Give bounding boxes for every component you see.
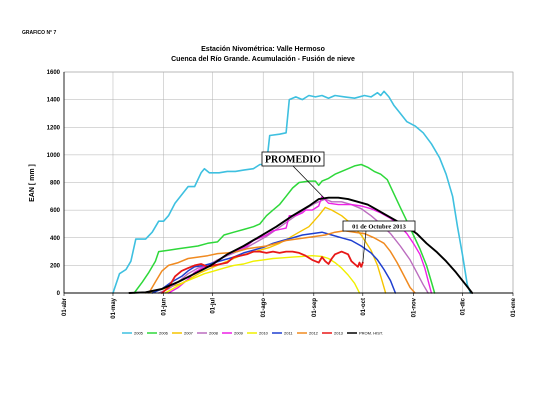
series-line-2010 bbox=[164, 255, 361, 294]
legend-entry: 2013 bbox=[322, 331, 344, 336]
legend-entry: 2008 bbox=[197, 331, 219, 336]
callout-layer: PROMEDIO 01 de Octubre 2013 bbox=[261, 151, 416, 263]
legend-label: 2011 bbox=[284, 331, 293, 336]
series-line-2013 bbox=[161, 250, 364, 294]
legend-label: PROM. HIST. bbox=[359, 331, 383, 336]
y-tick-label: 400 bbox=[50, 236, 61, 242]
legend-label: 2010 bbox=[259, 331, 269, 336]
y-tick-label: 1600 bbox=[47, 70, 61, 76]
legend-label: 2009 bbox=[234, 331, 244, 336]
x-tick-label: 01-oct bbox=[361, 298, 367, 316]
legend-label: 2008 bbox=[209, 331, 219, 336]
x-tick-label: 01-jul bbox=[211, 298, 217, 314]
series-line-2012 bbox=[148, 230, 416, 294]
y-tick-label: 1000 bbox=[47, 153, 61, 159]
legend-label: 2005 bbox=[134, 331, 144, 336]
y-tick-label: 0 bbox=[57, 291, 61, 297]
series-line-prom-hist bbox=[128, 196, 474, 294]
y-tick-label: 1400 bbox=[47, 98, 61, 104]
legend-entry: 2011 bbox=[272, 331, 293, 336]
x-tick-label: 01-sep bbox=[312, 298, 318, 317]
legend-layer: 2005 2006 2007 2008 2009 2010 2011 2012 2013 PROM… bbox=[122, 331, 383, 336]
legend-entry: 2012 bbox=[297, 331, 319, 336]
legend-label: 2007 bbox=[184, 331, 194, 336]
y-axis-title: EAN [ mm ] bbox=[29, 164, 36, 202]
x-tick-label: 01-abr bbox=[62, 297, 68, 316]
legend-label: 2006 bbox=[159, 331, 169, 336]
y-tick-label: 1200 bbox=[47, 125, 61, 131]
x-tick-label: 01-dic bbox=[460, 297, 466, 315]
callout-leader bbox=[292, 165, 326, 200]
x-tick-label: 01-nov bbox=[411, 297, 417, 317]
y-tick-label: 800 bbox=[50, 181, 61, 187]
legend-entry: PROM. HIST. bbox=[347, 331, 383, 336]
callout-leader bbox=[362, 230, 367, 263]
legend-entry: 2006 bbox=[147, 331, 169, 336]
callout-box bbox=[342, 220, 416, 232]
x-tick-label: 01-jun bbox=[162, 298, 168, 316]
series-line-2006 bbox=[133, 163, 436, 294]
callout-label: 01 de Octubre 2013 bbox=[352, 223, 407, 230]
x-tick-label: 01-may bbox=[111, 297, 117, 318]
x-tick-label: 01-ene bbox=[511, 297, 517, 317]
y-tick-label: 200 bbox=[50, 263, 61, 269]
chart-title: Estación Nivométrica: Valle Hermoso bbox=[201, 46, 325, 53]
callout-promedio: PROMEDIO bbox=[261, 151, 326, 200]
axes-layer: 0 200 400 600 800 1000 1200 1400 1600 01-abr 01-ma… bbox=[47, 70, 517, 319]
legend-label: 2012 bbox=[309, 331, 319, 336]
chart-subtitle: Cuenca del Río Grande. Acumulación - Fus… bbox=[171, 56, 355, 63]
legend-label: 2013 bbox=[334, 331, 344, 336]
callout-label: PROMEDIO bbox=[265, 155, 321, 166]
series-line-2005 bbox=[112, 90, 472, 294]
callout-box bbox=[261, 151, 325, 167]
y-tick-label: 600 bbox=[50, 208, 61, 214]
legend-entry: 2005 bbox=[122, 331, 144, 336]
legend-entry: 2009 bbox=[222, 331, 244, 336]
legend-entry: 2010 bbox=[247, 331, 269, 336]
callout-oct-2013: 01 de Octubre 2013 bbox=[342, 220, 416, 263]
figure-label: GRAFICO N° 7 bbox=[22, 30, 56, 36]
legend-entry: 2007 bbox=[172, 331, 194, 336]
series-line-2011 bbox=[151, 231, 397, 294]
x-tick-label: 01-ago bbox=[261, 298, 267, 318]
